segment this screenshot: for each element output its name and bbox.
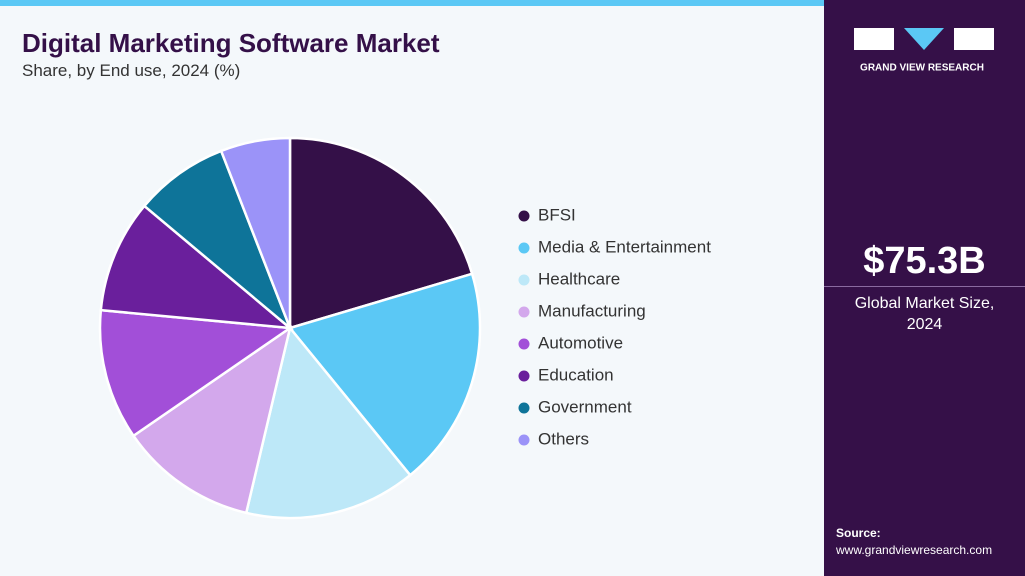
pie-slice xyxy=(219,136,292,329)
pie-slice xyxy=(244,325,412,520)
chart: BFSI Media & Entertainment Healthcare Manuf… xyxy=(98,136,711,520)
brand: GRAND VIEW RESEARCH xyxy=(860,63,984,74)
legend-marker xyxy=(518,274,530,286)
legend-label: Media & Entertainment xyxy=(538,237,711,256)
pie-slice xyxy=(98,308,294,438)
source-label: Source: xyxy=(836,526,881,540)
legend-marker xyxy=(518,370,530,382)
chart-title: Digital Marketing Software Market xyxy=(22,28,440,58)
legend-label: Healthcare xyxy=(538,269,620,288)
sidebar: GRAND VIEW RESEARCH $75.3B Global Market… xyxy=(824,0,1025,576)
legend-marker xyxy=(518,242,530,254)
pie-slice xyxy=(142,149,292,329)
pie-slice xyxy=(99,204,294,330)
top-bar xyxy=(0,0,824,6)
pie-slice xyxy=(131,325,292,515)
legend-marker xyxy=(518,210,530,222)
market-size: $75.3B xyxy=(863,240,986,282)
logo: GRAND VIEW RESEARCH xyxy=(854,28,994,74)
legend-label: Others xyxy=(538,429,589,448)
legend-label: Government xyxy=(538,397,632,416)
legend-label: Manufacturing xyxy=(538,301,646,320)
legend-marker xyxy=(518,402,530,414)
pie-slice xyxy=(288,136,474,330)
source-url: www.grandviewresearch.com xyxy=(836,543,993,557)
legend-marker xyxy=(518,338,530,350)
legend-label: Education xyxy=(538,365,614,384)
divider xyxy=(824,286,1025,287)
legend-marker xyxy=(518,434,530,446)
legend-marker xyxy=(518,306,530,318)
legend-label: Automotive xyxy=(538,333,623,352)
market-label: Global Market Size, 2024 xyxy=(854,295,995,333)
pie-slice xyxy=(287,272,482,477)
legend-label: BFSI xyxy=(538,205,576,224)
chart-subtitle: Share, by End use, 2024 (%) xyxy=(22,61,241,80)
